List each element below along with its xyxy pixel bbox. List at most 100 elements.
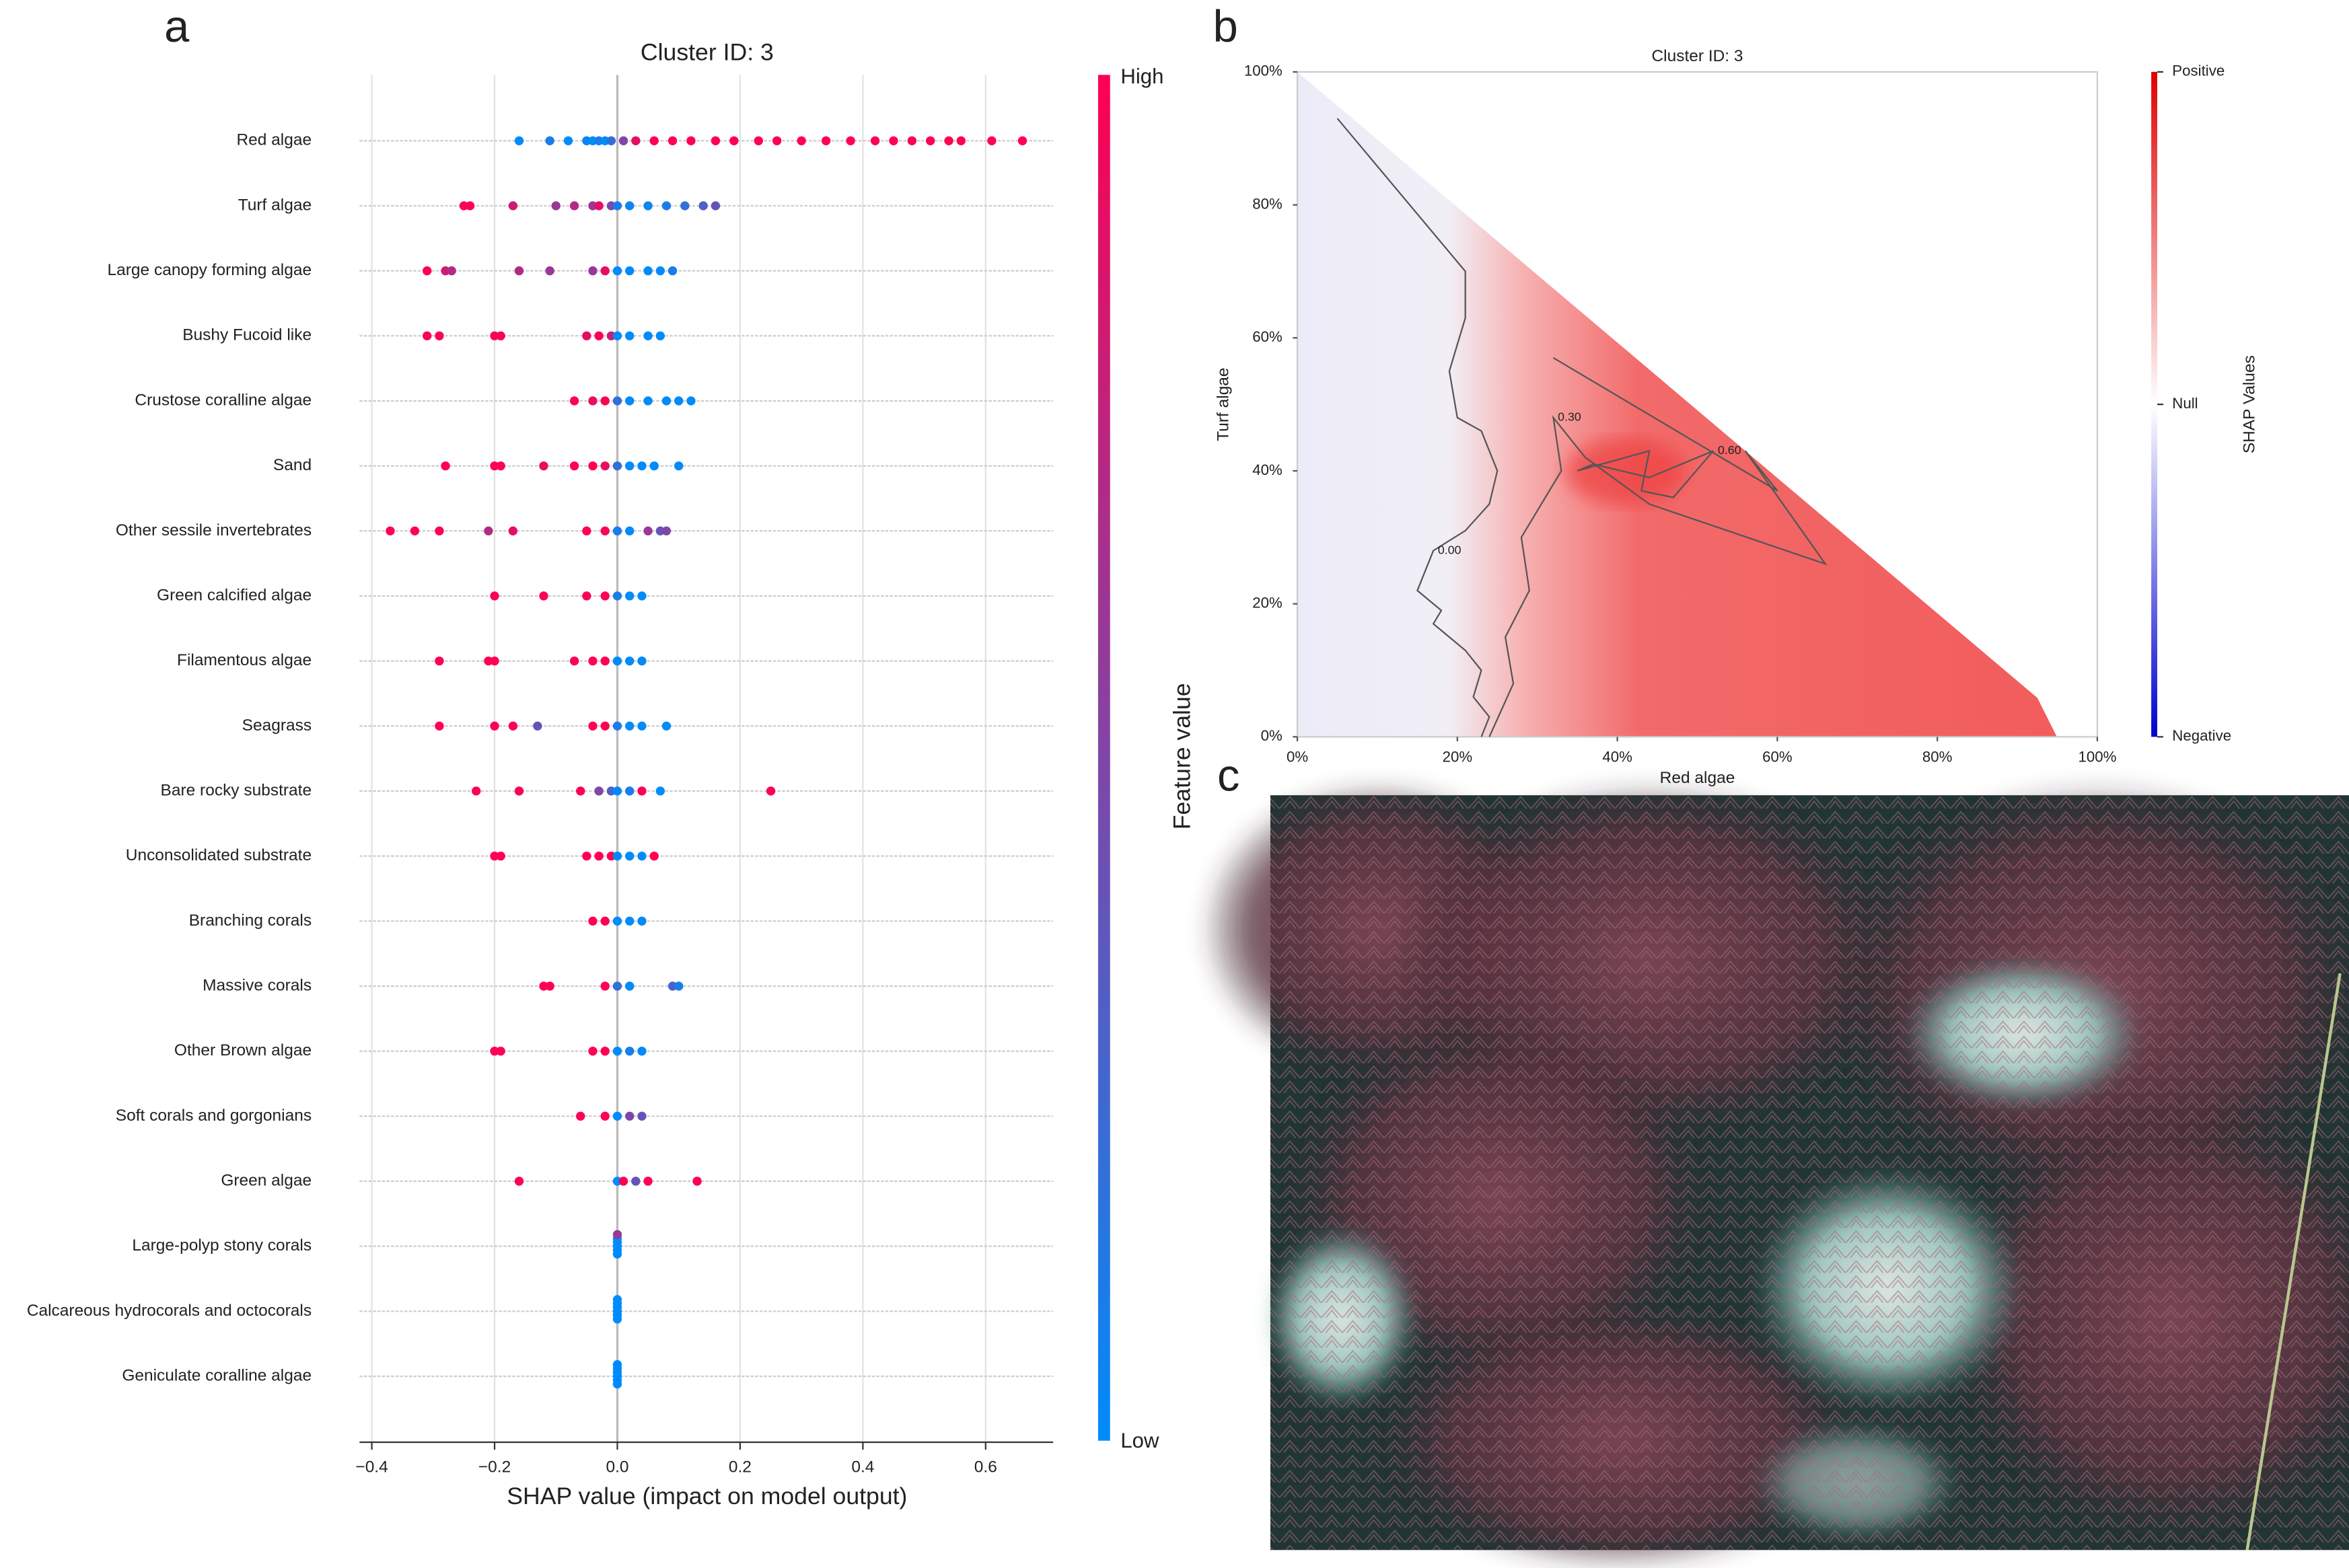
x-axis-label: Red algae xyxy=(1660,769,1735,787)
dot xyxy=(649,461,659,471)
dot xyxy=(649,136,659,145)
dot xyxy=(956,136,966,145)
dot xyxy=(643,331,653,340)
x-tick-label: 0.6 xyxy=(974,1458,997,1476)
dot xyxy=(514,1177,524,1186)
x-tick-label: 20% xyxy=(1443,748,1473,765)
dot xyxy=(631,1177,641,1186)
y-axis-label: Turf algae xyxy=(1214,367,1232,441)
feature-label: Branching corals xyxy=(189,911,312,930)
dot xyxy=(600,721,610,731)
dot xyxy=(625,1046,635,1056)
x-axis-label: SHAP value (impact on model output) xyxy=(507,1483,907,1509)
feature-label: Massive corals xyxy=(203,976,312,994)
dot xyxy=(600,981,610,991)
feature-label: Bushy Fucoid like xyxy=(182,326,312,344)
dot xyxy=(435,526,444,535)
dot xyxy=(637,786,647,796)
dot xyxy=(661,396,672,406)
dot xyxy=(643,266,653,276)
dot xyxy=(846,136,855,145)
dot xyxy=(612,201,622,211)
y-tick-label: 40% xyxy=(1252,461,1282,478)
feature-label: Sand xyxy=(273,456,312,474)
dot xyxy=(496,851,505,861)
dot xyxy=(625,201,635,211)
dot xyxy=(514,136,524,145)
y-tick-label: 0% xyxy=(1261,727,1282,744)
dot xyxy=(625,1111,635,1121)
dot xyxy=(797,136,806,145)
dot xyxy=(471,786,481,796)
contour-line xyxy=(1488,357,1828,737)
dot xyxy=(631,136,641,145)
dot xyxy=(612,331,622,340)
dot xyxy=(612,396,622,406)
dot xyxy=(606,136,616,145)
dot xyxy=(625,786,635,796)
dot xyxy=(612,1046,622,1056)
dot xyxy=(386,526,395,535)
x-tick-label: 40% xyxy=(1602,748,1632,765)
feature-label: Large-polyp stony corals xyxy=(132,1236,312,1255)
dot xyxy=(612,786,622,796)
dot xyxy=(490,721,499,731)
contour-line xyxy=(1336,118,1498,737)
dot xyxy=(569,656,579,666)
dot xyxy=(545,266,554,276)
colorbar-low: Low xyxy=(1120,1429,1159,1452)
feature-label: Red algae xyxy=(236,131,312,149)
dot xyxy=(870,136,880,145)
dot xyxy=(674,981,684,991)
dot xyxy=(569,396,579,406)
dot xyxy=(618,136,628,145)
feature-label: Other sessile invertebrates xyxy=(116,521,312,539)
dot xyxy=(987,136,997,145)
dot xyxy=(612,916,622,926)
dot xyxy=(423,331,432,340)
dot xyxy=(625,851,635,861)
dot xyxy=(600,526,610,535)
feature-label: Turf algae xyxy=(238,196,312,214)
colorbar-high: High xyxy=(1120,65,1163,88)
dot xyxy=(612,1379,622,1389)
dot xyxy=(594,851,604,861)
dot xyxy=(576,786,585,796)
panel-label: b xyxy=(1213,2,1238,52)
dot xyxy=(926,136,935,145)
dot xyxy=(618,1177,628,1186)
dot xyxy=(711,201,721,211)
x-tick-label: 0.2 xyxy=(729,1458,752,1476)
feature-label: Filamentous algae xyxy=(177,651,312,669)
dot xyxy=(643,1177,653,1186)
dot xyxy=(625,981,635,991)
colorbar-bottom: Negative xyxy=(2172,727,2231,744)
dot xyxy=(435,656,444,666)
dot xyxy=(588,266,598,276)
dot xyxy=(674,461,684,471)
plot-frame xyxy=(1296,71,2099,738)
feature-label: Bare rocky substrate xyxy=(161,781,312,799)
dot xyxy=(612,1314,622,1324)
dot xyxy=(600,1111,610,1121)
dot xyxy=(625,591,635,601)
dot xyxy=(594,786,604,796)
dot xyxy=(625,461,635,471)
dot xyxy=(655,266,665,276)
dot xyxy=(569,461,579,471)
dot xyxy=(496,331,505,340)
dot xyxy=(625,656,635,666)
dot xyxy=(692,1177,702,1186)
dot xyxy=(772,136,782,145)
dot xyxy=(539,461,548,471)
dot xyxy=(514,266,524,276)
dot xyxy=(625,721,635,731)
panel-label: a xyxy=(164,2,190,52)
dot xyxy=(600,396,610,406)
dot xyxy=(484,526,493,535)
contour-label: 0.30 xyxy=(1558,410,1581,424)
dot xyxy=(612,1230,622,1239)
dot xyxy=(600,591,610,601)
dot xyxy=(551,201,561,211)
